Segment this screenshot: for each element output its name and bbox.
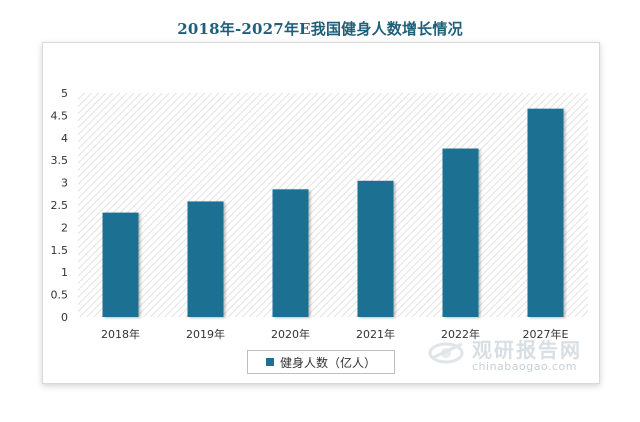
legend-label: 健身人数（亿人） xyxy=(279,355,376,370)
y-tick-label: 2 xyxy=(61,221,68,234)
bar-5 xyxy=(527,108,564,318)
bar-1 xyxy=(187,201,224,317)
x-tick-label: 2027年E xyxy=(523,327,569,341)
y-tick-label: 0.5 xyxy=(51,289,69,302)
x-tick-label: 2021年 xyxy=(356,327,395,341)
bar-series xyxy=(102,108,564,318)
x-axis: 2018年 2019年 2020年 2021年 2022年 2027年E xyxy=(101,327,569,341)
y-tick-label: 4.5 xyxy=(51,109,69,122)
bar-2 xyxy=(272,189,309,317)
y-tick-label: 2.5 xyxy=(51,199,69,212)
x-tick-label: 2022年 xyxy=(441,327,480,341)
legend-swatch xyxy=(265,358,274,366)
x-tick-label: 2020年 xyxy=(271,327,310,341)
plot-background xyxy=(78,93,588,317)
bar-4 xyxy=(442,148,479,317)
watermark-url: chinabaogao.com xyxy=(472,360,577,373)
y-tick-label: 3.5 xyxy=(51,154,69,167)
legend: 健身人数（亿人） xyxy=(247,350,395,374)
bar-3 xyxy=(357,180,394,317)
y-axis: 0 0.5 1 1.5 2 2.5 3 3.5 4 4.5 5 xyxy=(51,87,69,324)
watermark: 观研报告网 chinabaogao.com xyxy=(428,334,598,378)
y-tick-label: 5 xyxy=(61,87,68,100)
bar-0 xyxy=(102,212,139,317)
watermark-brand: 观研报告网 xyxy=(472,338,582,362)
y-tick-label: 3 xyxy=(61,177,68,190)
y-tick-label: 1 xyxy=(61,266,68,279)
chart-title: 2018年-2027年E我国健身人数增长情况 xyxy=(177,20,463,38)
x-tick-label: 2019年 xyxy=(186,327,225,341)
x-tick-label: 2018年 xyxy=(101,327,140,341)
watermark-logo-icon xyxy=(428,342,464,364)
y-tick-label: 0 xyxy=(61,311,68,324)
y-tick-label: 4 xyxy=(61,132,68,145)
y-tick-label: 1.5 xyxy=(51,244,69,257)
